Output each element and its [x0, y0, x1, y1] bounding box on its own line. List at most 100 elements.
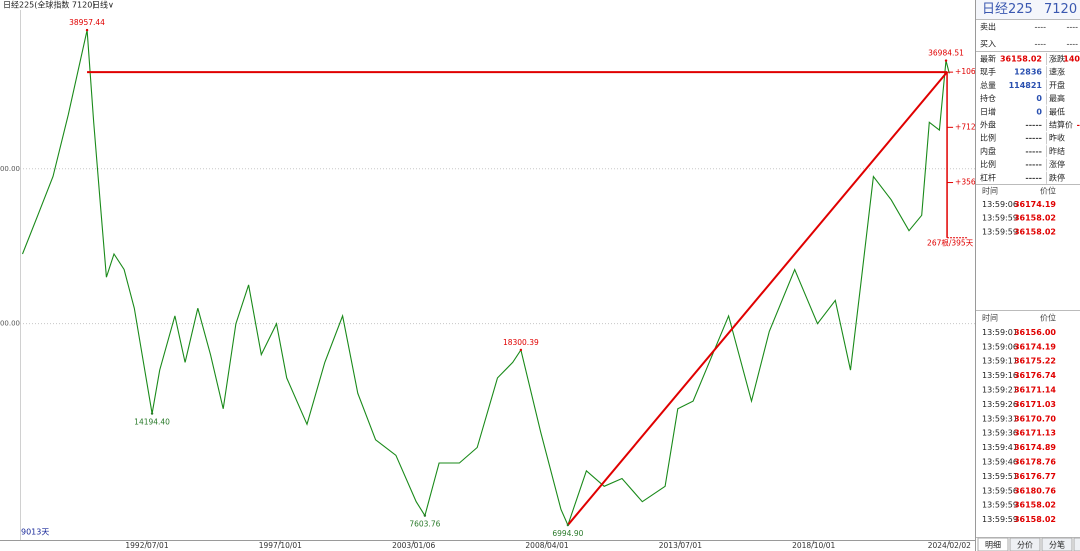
measure-label: +10692 [955, 67, 985, 76]
quote-label: 外盘 [980, 120, 996, 130]
y-tick-label: 20000.00 [0, 320, 20, 328]
period-selector[interactable]: 日线∨ [92, 0, 114, 10]
tick-time: 13:59:59 [982, 227, 1018, 236]
tick-price: 36158.02 [1014, 501, 1056, 510]
tick-price: 36174.19 [1014, 200, 1056, 209]
quote-value: ----- [1025, 147, 1042, 156]
tick-price: 36171.13 [1014, 429, 1056, 438]
extreme-point [944, 59, 948, 62]
tab-label: 分笔 [1049, 540, 1065, 550]
tick-time: 13:59:36 [982, 429, 1018, 438]
tab-label: 分价 [1017, 541, 1033, 550]
book-cell: ---- [1034, 23, 1046, 32]
quote-value: 140 [1063, 55, 1080, 64]
x-tick-label: 2024/02/02 [928, 541, 971, 550]
quote-label: 速涨 [1049, 67, 1065, 77]
x-tick-label: 1992/07/01 [125, 541, 168, 550]
book-cell: 买入 [980, 40, 996, 49]
quote-value: ----- [1025, 121, 1042, 130]
tick-time: 13:59:56 [982, 486, 1018, 495]
quote-value: 36158.02 [1000, 55, 1042, 64]
tab[interactable] [1041, 537, 1073, 551]
tab[interactable] [1073, 537, 1080, 551]
list-header: 时间 [982, 186, 998, 196]
tick-price: 36171.03 [1014, 400, 1056, 409]
tick-price: 36176.77 [1014, 472, 1056, 481]
tick-time: 13:59:06 [982, 200, 1018, 209]
quote-label: 比例 [980, 133, 996, 143]
tick-time: 13:59:41 [982, 443, 1018, 452]
tick-time: 13:59:21 [982, 386, 1018, 395]
quote-label: 涨跌 [1049, 54, 1065, 64]
extreme-label: 38957.44 [69, 18, 105, 27]
extreme-label: 14194.40 [134, 418, 170, 427]
quote-label: 昨收 [1049, 133, 1065, 143]
quote-label: 最低 [1049, 106, 1065, 116]
extreme-point [566, 523, 570, 527]
trendline [567, 71, 948, 526]
measure-label: +3563. [955, 178, 983, 187]
book-cell: ---- [1034, 40, 1046, 49]
tick-price: 36158.02 [1014, 227, 1056, 236]
tick-price: 36156.00 [1014, 328, 1056, 337]
quote-label: 杠杆 [980, 172, 996, 182]
tick-price: 36158.02 [1014, 515, 1056, 524]
tab-label: 明细 [985, 540, 1001, 550]
x-tick-label: 2018/10/01 [792, 541, 835, 550]
tick-time: 13:59:31 [982, 414, 1018, 423]
tick-time: 13:59:16 [982, 371, 1018, 380]
tab[interactable] [977, 537, 1009, 551]
quote-value: ----- [1025, 160, 1042, 169]
panel-code: 7120 [1044, 2, 1077, 17]
quote-label: 内盘 [980, 146, 996, 156]
quote-label: 最新 [980, 54, 996, 64]
tick-time: 13:59:01 [982, 328, 1018, 337]
quote-value: ----- [1025, 134, 1042, 143]
tick-price: 36176.74 [1014, 371, 1056, 380]
book-cell: ---- [1066, 40, 1078, 49]
list-header: 时间 [982, 313, 998, 323]
x-tick-label: 2013/07/01 [659, 541, 702, 550]
plot: +10692 +7128. +3563. 267根/395天 38957.44 14194… [20, 18, 985, 538]
quote-label: 开盘 [1049, 80, 1065, 90]
x-tick-label: 1997/10/01 [259, 541, 302, 550]
extreme-point [150, 412, 154, 415]
quote-label: 涨停 [1049, 159, 1065, 169]
quote-label: 昨结 [1049, 146, 1065, 156]
quote-panel: 日经225 7120 卖出 ---- ---- 买入 ---- ---- 最新 36158.02 涨… [976, 0, 1080, 551]
tick-price: 36180.76 [1014, 486, 1056, 495]
measure-label: +7128. [955, 122, 983, 131]
extreme-point [85, 28, 89, 32]
quote-label: 结算价 [1049, 120, 1073, 130]
tick-time: 13:59:51 [982, 472, 1018, 481]
tick-time: 13:59:11 [982, 357, 1018, 366]
quote-label: 持仓 [980, 93, 996, 103]
tick-price: 36174.89 [1014, 443, 1056, 452]
price-line [21, 29, 950, 527]
quote-value: ----- [1025, 173, 1042, 182]
tick-time: 13:59:59 [982, 214, 1018, 223]
span-label: 9013天 [21, 528, 49, 537]
quote-label: 比例 [980, 159, 996, 169]
list-header: 价位 [1040, 313, 1056, 323]
extreme-point [519, 348, 523, 352]
list-header: 价位 [1040, 186, 1056, 196]
tick-time: 13:59:46 [982, 458, 1018, 467]
quote-value: 0 [1036, 94, 1042, 103]
tick-price: 36174.19 [1014, 342, 1056, 351]
chart-title: 日经225(全球指数 7120) [3, 0, 95, 10]
extreme-point [423, 514, 427, 517]
quote-label: 现手 [980, 67, 996, 77]
extreme-label: 36984.51 [928, 49, 964, 58]
quote-value: - [1077, 121, 1080, 130]
measure-span: 267根/395天 [927, 238, 974, 248]
panel-title: 日经225 [982, 2, 1033, 17]
panel-title-bar [976, 0, 1080, 19]
tick-time: 13:59:59 [982, 501, 1018, 510]
tab[interactable] [1009, 537, 1041, 551]
tick-time: 13:59:59 [982, 515, 1018, 524]
quote-label: 日增 [980, 106, 996, 116]
extreme-label: 7603.76 [409, 520, 440, 529]
